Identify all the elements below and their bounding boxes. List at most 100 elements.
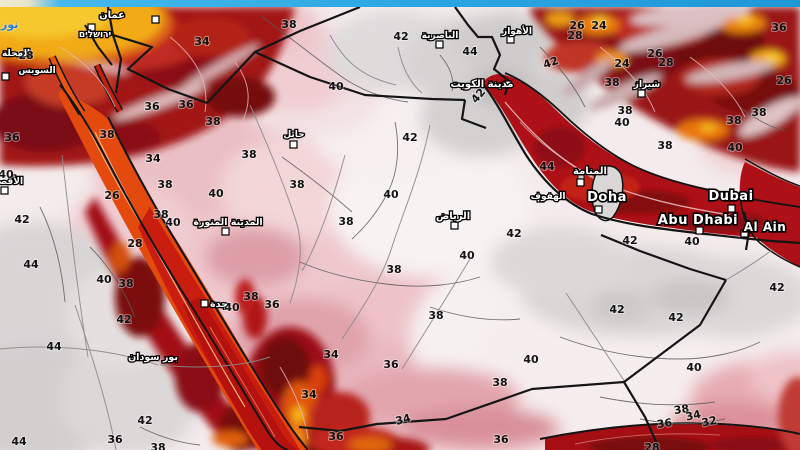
- temp-label: 38: [428, 309, 443, 322]
- city-label: Al Ain: [744, 220, 787, 234]
- city-marker: [637, 89, 646, 98]
- city-marker: [435, 40, 444, 49]
- temp-label: 36: [144, 100, 160, 113]
- city-marker: [536, 194, 545, 203]
- temp-label: 40: [328, 80, 344, 93]
- city-label: حائل: [283, 130, 304, 140]
- temp-label: 34: [301, 388, 317, 401]
- city-marker: [289, 140, 298, 149]
- city-label: شيراز: [633, 80, 661, 90]
- temp-label: 42: [14, 213, 29, 226]
- temp-label: 36: [493, 433, 509, 446]
- temp-label: 40: [459, 249, 475, 262]
- temp-label: 40: [0, 168, 14, 181]
- temp-label: 40: [614, 116, 630, 129]
- temp-label: 38: [281, 18, 296, 31]
- temp-label: 38: [673, 402, 690, 417]
- temp-label: 26: [569, 19, 585, 32]
- temp-label: 44: [539, 160, 555, 173]
- city-label: الهفوف: [531, 192, 566, 202]
- city-marker: [450, 221, 459, 230]
- temp-label: 28: [18, 49, 33, 62]
- light-contours: [59, 36, 746, 440]
- city-label: السويس: [18, 66, 55, 76]
- city-marker: [503, 80, 512, 89]
- temp-label: 42: [668, 311, 683, 324]
- temp-label: 42: [609, 303, 624, 316]
- temp-label: 28: [567, 29, 582, 42]
- temp-label: 40: [224, 301, 240, 314]
- city-marker: [740, 229, 749, 238]
- temp-label: 26: [776, 74, 792, 87]
- temp-label: 38: [338, 215, 353, 228]
- temp-label: 34: [194, 35, 210, 48]
- temp-label: 42: [622, 234, 637, 247]
- temp-label: 36: [771, 21, 787, 34]
- city-label: المدينة المنورة: [193, 217, 262, 228]
- city-label: الأقصر: [0, 175, 23, 187]
- temp-label: 36: [383, 358, 399, 371]
- temp-label: 36: [656, 416, 673, 431]
- temp-label: 36: [328, 430, 344, 443]
- iran-region: [530, 7, 800, 172]
- red-sea: [48, 55, 310, 450]
- temperature-contours: [39, 16, 786, 446]
- temp-label: 38: [150, 441, 165, 450]
- temp-label: 24: [591, 19, 607, 32]
- temp-label: 40: [686, 361, 702, 374]
- city-marker: [576, 178, 585, 187]
- temp-label: 38: [617, 104, 632, 117]
- temp-label: 42: [137, 414, 152, 427]
- temp-label: 34: [394, 411, 412, 428]
- city-label: بور سودان: [128, 352, 178, 363]
- labels-layer: عمان ירושלים المحلة السويس الأقصر حائل الناصري…: [0, 9, 793, 450]
- city-marker: [200, 299, 209, 308]
- persian-gulf: [481, 72, 800, 268]
- temp-label: 42: [541, 54, 560, 71]
- temp-label: 38: [657, 139, 672, 152]
- city-marker: [0, 186, 9, 195]
- city-label: الناصرية: [422, 31, 459, 41]
- temp-label: 26: [647, 47, 663, 60]
- top-blue-strip: [0, 0, 800, 7]
- temp-label: 38: [118, 277, 133, 290]
- temp-label: 24: [614, 57, 630, 70]
- temp-label: 38: [604, 76, 619, 89]
- temp-label: 36: [4, 131, 20, 144]
- temp-label: 38: [289, 178, 304, 191]
- city-label: الأهواز: [501, 25, 532, 37]
- temp-label: 36: [107, 433, 123, 446]
- temp-label: 40: [96, 273, 112, 286]
- temp-label: 38: [243, 290, 258, 303]
- temp-label: 38: [726, 114, 741, 127]
- temp-label: 44: [11, 435, 27, 448]
- city-label: الرياض: [436, 211, 470, 222]
- city-marker: [221, 227, 230, 236]
- temp-label: 38: [241, 148, 256, 161]
- temp-label: 36: [178, 98, 194, 111]
- city-label: Dubai: [708, 189, 753, 204]
- city-marker: [151, 15, 160, 24]
- city-label: المنامة: [573, 166, 607, 177]
- city-marker: [506, 35, 515, 44]
- temp-label: 36: [264, 298, 280, 311]
- temp-label: 40: [383, 188, 399, 201]
- temp-label: 40: [684, 235, 700, 248]
- temp-label: 42: [506, 227, 521, 240]
- country-borders: [84, 7, 751, 450]
- temp-label: 38: [492, 376, 507, 389]
- city-marker: [695, 226, 704, 235]
- temp-label: 28: [644, 441, 659, 450]
- temp-label: 44: [46, 340, 62, 353]
- temp-label: 38: [205, 115, 220, 128]
- watermark: نور: [1, 18, 19, 31]
- weather-map: عمان ירושלים المحلة السويس الأقصر حائل الناصري…: [0, 7, 800, 450]
- temp-label: 34: [323, 348, 339, 361]
- arabian-sea: [539, 377, 800, 450]
- temp-label: 26: [104, 189, 120, 202]
- temperature-map-svg: عمان ירושלים المحلة السويس الأقصر حائل الناصري…: [0, 7, 800, 450]
- admin-borders: [0, 34, 773, 450]
- temp-label: 42: [769, 281, 784, 294]
- temp-label: 32: [700, 414, 718, 430]
